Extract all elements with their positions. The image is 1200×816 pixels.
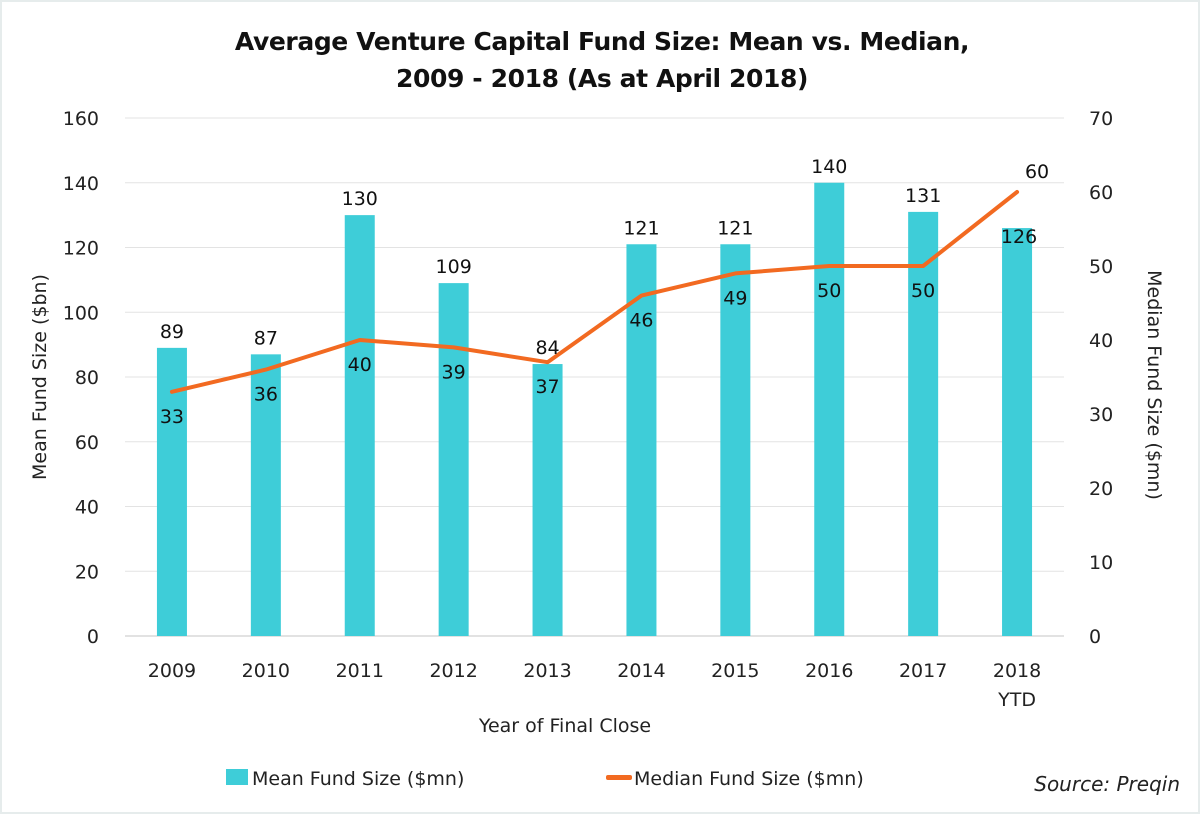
- mean-bar: [250, 354, 281, 636]
- x-tick-label: 2016: [805, 660, 853, 682]
- x-tick-label: 2014: [617, 660, 665, 682]
- median-data-label: 36: [254, 384, 278, 406]
- mean-bar: [626, 244, 657, 636]
- right-y-tick-label: 0: [1089, 626, 1101, 648]
- left-y-axis: 0 20 40 60 80 100 120 140 160: [63, 108, 99, 648]
- x-tick-label: 2009: [148, 660, 196, 682]
- legend: Mean Fund Size ($mn) Median Fund Size ($…: [226, 768, 864, 790]
- mean-bar: [720, 244, 751, 636]
- median-data-label: 46: [629, 310, 653, 332]
- median-line: [169, 190, 1020, 394]
- title-line-2: 2009 - 2018 (As at April 2018): [396, 64, 808, 93]
- mean-data-label: 84: [535, 337, 559, 359]
- median-data-label: 60: [1025, 161, 1049, 183]
- left-y-tick-label: 160: [63, 108, 99, 130]
- legend-swatch-median: [606, 775, 632, 780]
- mean-data-label: 121: [717, 217, 753, 239]
- median-line-path: [169, 190, 1020, 394]
- right-y-tick-label: 20: [1089, 478, 1113, 500]
- mean-data-label: 121: [623, 217, 659, 239]
- x-tick-label: 2018: [993, 660, 1041, 682]
- median-data-label: 49: [723, 287, 747, 309]
- legend-swatch-mean: [226, 769, 248, 785]
- median-data-label: 39: [442, 361, 466, 383]
- x-tick-label: 2013: [523, 660, 571, 682]
- right-y-tick-label: 60: [1089, 182, 1113, 204]
- mean-data-label: 130: [342, 188, 378, 210]
- right-y-tick-label: 70: [1089, 108, 1113, 130]
- x-tick-label: 2015: [711, 660, 759, 682]
- mean-bar: [344, 215, 375, 636]
- left-y-tick-label: 60: [75, 432, 99, 454]
- chart-title: Average Venture Capital Fund Size: Mean …: [235, 27, 970, 93]
- title-line-1: Average Venture Capital Fund Size: Mean …: [235, 27, 969, 56]
- left-y-tick-label: 120: [63, 238, 99, 260]
- right-y-tick-label: 40: [1089, 330, 1113, 352]
- x-tick-label: YTD: [997, 689, 1036, 711]
- mean-bar: [814, 182, 845, 636]
- x-tick-label: 2017: [899, 660, 947, 682]
- median-data-label: 37: [535, 376, 559, 398]
- mean-bar: [532, 364, 563, 636]
- mean-data-label: 89: [160, 321, 184, 343]
- mean-data-labels: 89 87 130 109 84 121 121 140 131 126: [160, 156, 1037, 359]
- source-note: Source: Preqin: [1034, 772, 1180, 796]
- mean-data-label: 126: [1001, 226, 1037, 248]
- mean-bar: [438, 283, 469, 636]
- mean-bar: [1002, 228, 1033, 636]
- legend-label-mean: Mean Fund Size ($mn): [252, 768, 464, 790]
- mean-bars: [156, 182, 1033, 636]
- left-y-tick-label: 100: [63, 302, 99, 324]
- mean-bar: [156, 347, 187, 636]
- median-data-label: 40: [348, 354, 372, 376]
- x-axis: 2009 2010 2011 2012 2013 2014 2015 2016 2017 2018…: [148, 660, 1041, 711]
- left-y-tick-label: 40: [75, 497, 99, 519]
- median-data-labels: 33 36 40 39 37 46 49 50 50 60: [160, 161, 1049, 428]
- median-data-label: 50: [817, 280, 841, 302]
- left-y-tick-label: 140: [63, 173, 99, 195]
- x-tick-label: 2011: [336, 660, 384, 682]
- mean-bar: [908, 211, 939, 636]
- legend-label-median: Median Fund Size ($mn): [634, 768, 864, 790]
- median-data-label: 33: [160, 406, 184, 428]
- left-y-axis-title: Mean Fund Size ($bn): [29, 274, 51, 480]
- right-y-tick-label: 50: [1089, 256, 1113, 278]
- right-y-tick-label: 10: [1089, 552, 1113, 574]
- mean-data-label: 131: [905, 185, 941, 207]
- gridlines: [125, 117, 1064, 637]
- x-axis-title: Year of Final Close: [478, 715, 651, 737]
- right-y-axis-title: Median Fund Size ($mn): [1143, 270, 1165, 500]
- median-data-label: 50: [911, 280, 935, 302]
- left-y-tick-label: 20: [75, 561, 99, 583]
- mean-data-label: 87: [254, 327, 278, 349]
- x-tick-label: 2010: [242, 660, 290, 682]
- x-tick-label: 2012: [429, 660, 477, 682]
- left-y-tick-label: 0: [87, 626, 99, 648]
- right-y-tick-label: 30: [1089, 404, 1113, 426]
- mean-data-label: 140: [811, 156, 847, 178]
- mean-data-label: 109: [436, 256, 472, 278]
- right-y-axis: 0 10 20 30 40 50 60 70: [1089, 108, 1113, 648]
- left-y-tick-label: 80: [75, 367, 99, 389]
